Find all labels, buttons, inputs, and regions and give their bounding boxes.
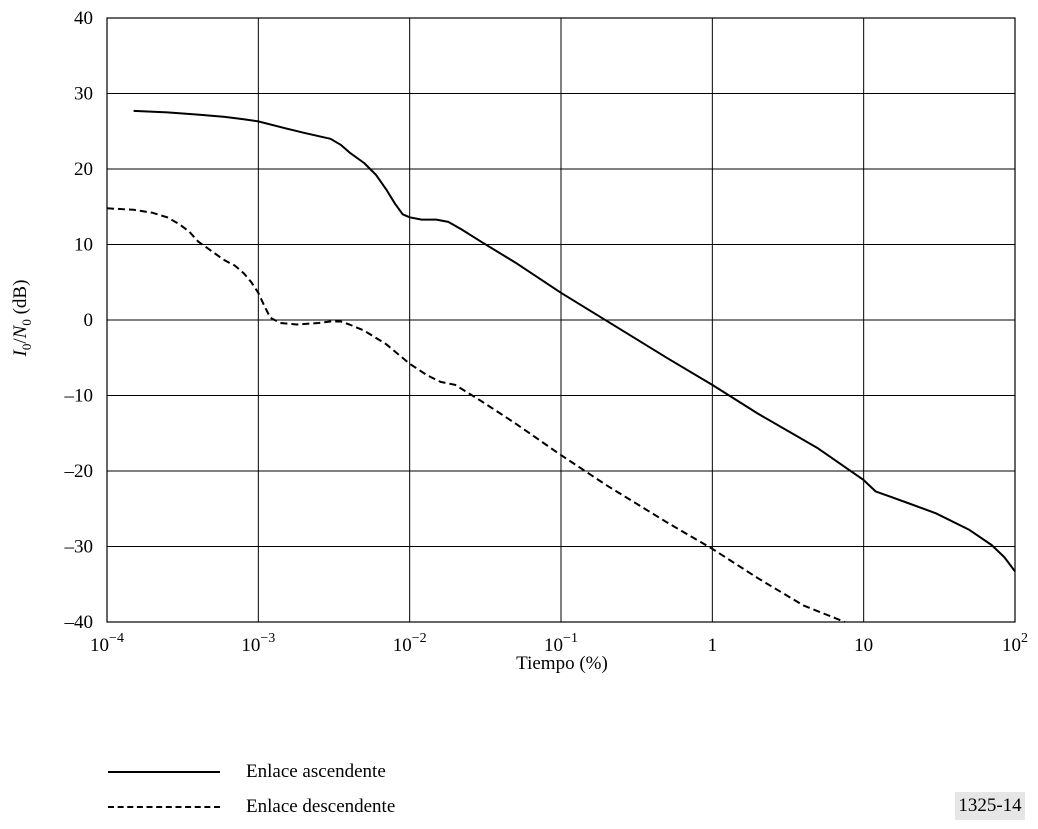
- grid: [106, 17, 1016, 623]
- series-layer: [106, 109, 1016, 623]
- figure-id: 1325-14: [955, 792, 1025, 820]
- x-tick-label-1: 10−3: [241, 631, 275, 656]
- y-tick-label-7: –30: [64, 537, 94, 558]
- legend-dashed-line: [108, 806, 220, 808]
- legend-label-descending: Enlace descendente: [246, 796, 396, 817]
- y-tick-label-1: 30: [74, 84, 93, 105]
- y-tick-label-3: 10: [74, 235, 93, 256]
- series-line-1: [106, 207, 846, 623]
- y-tick-label-4: 0: [84, 310, 94, 331]
- x-axis-title: Tiempo (%): [516, 653, 608, 674]
- x-tick-label-4: 1: [708, 635, 718, 656]
- x-tick-label-6: 102: [1002, 631, 1028, 656]
- y-tick-label-0: 40: [74, 8, 93, 29]
- legend-item-ascending: Enlace ascendente: [108, 761, 386, 783]
- x-tick-label-0: 10−4: [90, 631, 124, 656]
- x-axis-ticks: 10−4 10−3 10−2 10−1 1 10 102: [90, 631, 1028, 656]
- y-tick-label-5: –10: [64, 386, 94, 407]
- x-tick-label-5: 10: [854, 635, 873, 656]
- y-axis-ticks: 40 30 20 10 0 –10 –20 –30 –40: [64, 8, 94, 633]
- y-tick-label-6: –20: [64, 461, 94, 482]
- legend-item-descending: Enlace descendente: [108, 796, 395, 818]
- x-tick-label-3: 10−1: [544, 631, 578, 656]
- series-line-0: [133, 109, 1016, 572]
- legend-solid-line: [108, 771, 220, 773]
- y-axis-title: I0/N0 (dB): [10, 280, 34, 358]
- y-tick-label-8: –40: [64, 612, 94, 633]
- plot-frame: [106, 17, 1016, 623]
- y-tick-label-2: 20: [74, 159, 93, 180]
- legend-label-ascending: Enlace ascendente: [246, 761, 386, 782]
- x-tick-label-2: 10−2: [393, 631, 427, 656]
